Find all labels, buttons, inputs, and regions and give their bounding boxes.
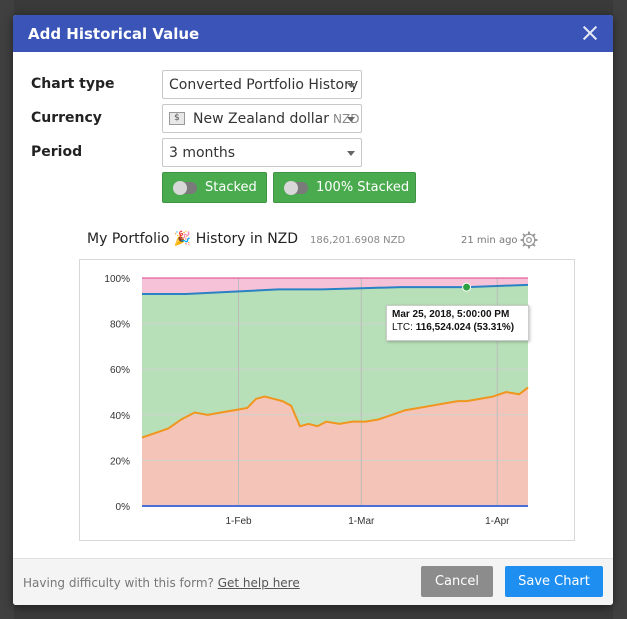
currency-code: NZD — [333, 111, 360, 126]
bg-left-column — [0, 0, 14, 619]
chevron-down-icon — [347, 117, 355, 122]
y-tick-label: 0% — [116, 502, 131, 513]
tooltip-value-line: LTC: 116,524.024 (53.31%) — [392, 322, 523, 333]
y-tick-label: 60% — [110, 365, 130, 376]
chart-title: My Portfolio 🎉 History in NZD — [87, 231, 299, 247]
updated-time: 21 min ago — [461, 235, 518, 246]
chevron-down-icon — [347, 83, 355, 88]
bg-right-column — [613, 0, 627, 619]
help-question: Having difficulty with this form? — [23, 576, 214, 590]
dialog-title: Add Historical Value — [28, 24, 200, 43]
portfolio-history-chart[interactable]: 0% 20% 40% 60% 80% 100% 1-Feb 1-Mar 1-Apr — [80, 260, 574, 540]
portfolio-value: 186,201.6908 NZD — [310, 235, 406, 246]
x-tick-label: 1-Feb — [225, 516, 252, 527]
period-label: Period — [31, 144, 83, 160]
period-value: 3 months — [169, 144, 236, 161]
close-icon[interactable] — [581, 24, 599, 42]
gear-icon[interactable] — [520, 231, 538, 249]
y-tick-label: 100% — [104, 274, 130, 285]
period-select[interactable]: 3 months — [162, 138, 362, 167]
stacked-100-label: 100% Stacked — [316, 180, 410, 195]
currency-value: New Zealand dollar — [193, 110, 330, 127]
x-tick-label: 1-Apr — [485, 516, 510, 527]
chart-container: 0% 20% 40% 60% 80% 100% 1-Feb 1-Mar 1-Apr — [79, 259, 575, 541]
series-line-ltc — [141, 386, 529, 439]
chart-type-select[interactable]: Converted Portfolio History — [162, 70, 362, 99]
stacked-toggle[interactable]: Stacked — [162, 172, 267, 203]
highlight-point — [462, 282, 472, 292]
chevron-down-icon — [347, 151, 355, 156]
tooltip-date: Mar 25, 2018, 5:00:00 PM — [392, 309, 510, 320]
stacked-label: Stacked — [205, 180, 257, 195]
save-chart-button[interactable]: Save Chart — [505, 566, 603, 597]
cancel-button[interactable]: Cancel — [421, 566, 493, 597]
chart-tooltip: Mar 25, 2018, 5:00:00 PM LTC: 116,524.02… — [386, 305, 529, 341]
currency-icon: $ — [169, 112, 185, 125]
series-line-layer-1 — [142, 283, 529, 295]
tooltip-series-value: 116,524.024 (53.31%) — [415, 322, 515, 333]
currency-select[interactable]: $ New Zealand dollar NZD — [162, 104, 362, 133]
chart-header: My Portfolio 🎉 History in NZD 186,201.69… — [87, 231, 567, 251]
x-tick-label: 1-Mar — [348, 516, 375, 527]
y-tick-label: 20% — [110, 456, 130, 467]
chart-type-label: Chart type — [31, 76, 115, 92]
tooltip-series-label: LTC: — [392, 322, 413, 333]
help-text: Having difficulty with this form? Get he… — [23, 576, 300, 590]
help-link[interactable]: Get help here — [217, 576, 300, 590]
toggle-switch-icon — [284, 180, 308, 195]
add-historical-value-dialog: Add Historical Value Chart type Converte… — [13, 15, 613, 605]
y-tick-label: 40% — [110, 411, 130, 422]
dialog-footer: Having difficulty with this form? Get he… — [13, 558, 613, 605]
toggle-switch-icon — [173, 180, 197, 195]
dialog-header: Add Historical Value — [13, 15, 613, 52]
stacked-100-toggle[interactable]: 100% Stacked — [273, 172, 416, 203]
currency-label: Currency — [31, 110, 102, 126]
chart-type-value: Converted Portfolio History — [169, 76, 359, 93]
y-tick-label: 80% — [110, 320, 130, 331]
